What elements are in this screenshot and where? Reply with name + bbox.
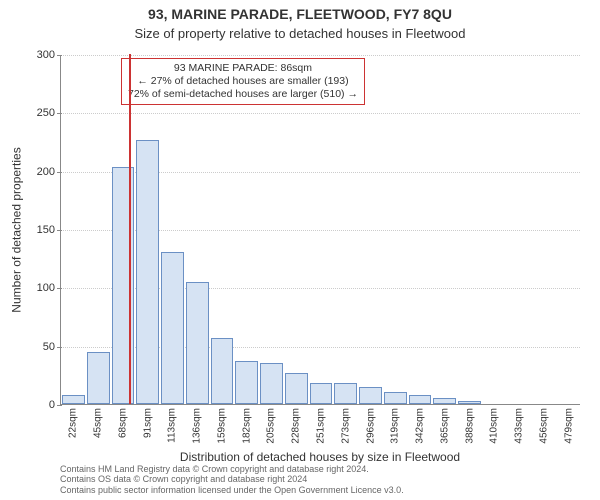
y-tick-label: 150 (37, 224, 61, 236)
histogram-bar (433, 398, 456, 404)
x-tick-label: 45sqm (93, 408, 104, 438)
histogram-bar (211, 338, 234, 405)
histogram-bar (161, 252, 184, 404)
x-axis-label: Distribution of detached houses by size … (60, 450, 580, 464)
x-tick-label: 342sqm (415, 408, 426, 444)
y-tick-label: 250 (37, 107, 61, 119)
histogram-bar (136, 140, 159, 404)
x-tick-label: 479sqm (563, 408, 574, 444)
x-tick-label: 113sqm (167, 408, 178, 443)
y-tick-label: 300 (37, 49, 61, 61)
histogram-bar (458, 401, 481, 405)
x-tick-label: 296sqm (365, 408, 376, 444)
histogram-bar (87, 352, 110, 405)
footnote-line: Contains public sector information licen… (60, 485, 580, 496)
y-axis-label: Number of detached properties (10, 55, 24, 405)
page-title: 93, MARINE PARADE, FLEETWOOD, FY7 8QU (0, 6, 600, 22)
histogram-bar (409, 395, 432, 404)
x-tick-label: 22sqm (68, 408, 79, 438)
annotation-line: 93 MARINE PARADE: 86sqm (128, 62, 358, 75)
x-tick-label: 410sqm (489, 408, 500, 444)
y-tick-label: 200 (37, 166, 61, 178)
histogram-bar (62, 395, 85, 404)
footnote: Contains HM Land Registry data © Crown c… (60, 464, 580, 496)
x-tick-label: 251sqm (316, 408, 327, 444)
histogram-bar (334, 383, 357, 404)
chart-container: 93, MARINE PARADE, FLEETWOOD, FY7 8QU Si… (0, 0, 600, 500)
annotation-box: 93 MARINE PARADE: 86sqm ← 27% of detache… (121, 58, 365, 105)
x-tick-label: 159sqm (216, 408, 227, 444)
histogram-bar (359, 387, 382, 405)
x-tick-label: 433sqm (514, 408, 525, 444)
footnote-line: Contains HM Land Registry data © Crown c… (60, 464, 580, 475)
x-tick-label: 319sqm (390, 408, 401, 444)
histogram-bar (235, 361, 258, 404)
x-tick-label: 456sqm (538, 408, 549, 444)
footnote-line: Contains OS data © Crown copyright and d… (60, 474, 580, 485)
annotation-line: 72% of semi-detached houses are larger (… (128, 88, 358, 101)
annotation-line: ← 27% of detached houses are smaller (19… (128, 75, 358, 88)
x-tick-label: 91sqm (142, 408, 153, 438)
y-tick-label: 100 (37, 282, 61, 294)
histogram-bar (285, 373, 308, 405)
x-tick-label: 273sqm (340, 408, 351, 444)
y-tick-label: 0 (49, 399, 61, 411)
x-tick-label: 68sqm (117, 408, 128, 438)
histogram-bar (384, 392, 407, 404)
gridline (61, 113, 580, 114)
x-tick-label: 136sqm (192, 408, 203, 444)
x-tick-label: 182sqm (241, 408, 252, 444)
x-tick-label: 205sqm (266, 408, 277, 444)
plot-area: 93 MARINE PARADE: 86sqm ← 27% of detache… (60, 55, 580, 405)
page-subtitle: Size of property relative to detached ho… (0, 26, 600, 41)
gridline (61, 55, 580, 56)
histogram-bar (260, 363, 283, 404)
histogram-bar (186, 282, 209, 405)
property-marker-line (129, 54, 131, 404)
x-tick-label: 365sqm (439, 408, 450, 444)
histogram-bar (310, 383, 333, 404)
x-tick-label: 388sqm (464, 408, 475, 444)
y-tick-label: 50 (43, 341, 61, 353)
x-tick-label: 228sqm (291, 408, 302, 444)
